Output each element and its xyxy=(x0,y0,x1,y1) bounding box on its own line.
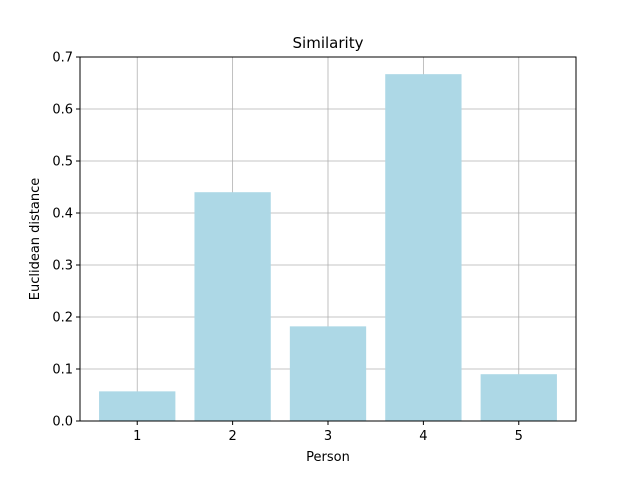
bar-person-4 xyxy=(385,74,462,421)
y-tick-label: 0.1 xyxy=(52,363,73,378)
y-tick-label: 0.7 xyxy=(52,51,73,66)
y-axis-label: Euclidean distance xyxy=(28,178,43,301)
x-tick-label: 4 xyxy=(419,429,427,444)
ticks-layer: 0.0 0.1 0.2 0.3 0.4 0.5 0.6 0.7 1 2 3 4 5 xyxy=(52,51,523,445)
x-tick-label: 3 xyxy=(324,429,332,444)
y-tick-label: 0.0 xyxy=(52,415,73,430)
y-tick-label: 0.5 xyxy=(52,155,73,170)
x-tick-label: 1 xyxy=(133,429,141,444)
bars-layer xyxy=(99,74,557,421)
y-tick-label: 0.2 xyxy=(52,311,73,326)
bar-person-2 xyxy=(194,192,271,421)
bar-person-3 xyxy=(289,326,367,421)
bar-person-1 xyxy=(99,391,176,421)
y-tick-label: 0.4 xyxy=(52,207,73,222)
chart-title: Similarity xyxy=(293,34,364,52)
y-tick-label: 0.3 xyxy=(52,259,73,274)
x-tick-label: 2 xyxy=(228,429,236,444)
x-tick-label: 5 xyxy=(515,429,523,444)
x-axis-label: Person xyxy=(306,450,350,465)
bar-person-5 xyxy=(480,374,557,421)
y-tick-label: 0.6 xyxy=(52,103,73,118)
